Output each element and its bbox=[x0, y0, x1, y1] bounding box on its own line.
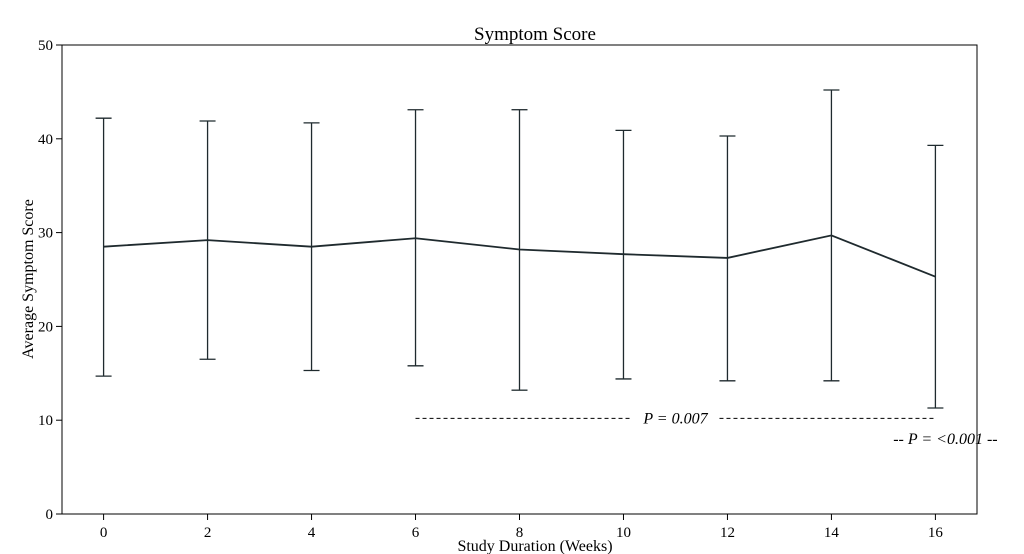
p-value-annotation: P = 0.007 bbox=[642, 410, 708, 427]
y-axis-label: Average Symptom Score bbox=[20, 199, 37, 359]
y-tick-label: 10 bbox=[38, 413, 53, 429]
chart-title: Symptom Score bbox=[474, 24, 596, 45]
annotations: P = 0.007 -- P = <0.001 -- bbox=[415, 410, 998, 448]
x-axis: 0 2 4 6 8 10 12 14 16 bbox=[100, 514, 944, 541]
x-tick-label: 16 bbox=[928, 525, 944, 541]
x-axis-label: Study Duration (Weeks) bbox=[457, 538, 612, 554]
y-tick-label: 30 bbox=[38, 226, 53, 242]
x-tick-label: 12 bbox=[720, 525, 735, 541]
x-tick-label: 14 bbox=[824, 525, 840, 541]
x-tick-label: 4 bbox=[308, 525, 316, 541]
y-tick-label: 40 bbox=[38, 132, 53, 148]
series-lines bbox=[103, 234, 936, 278]
y-tick-label: 20 bbox=[38, 319, 53, 335]
x-tick-label: 2 bbox=[204, 525, 212, 541]
y-tick-label: 50 bbox=[38, 38, 53, 54]
p-value-annotation-2: -- P = <0.001 -- bbox=[893, 431, 997, 448]
series-line bbox=[103, 234, 936, 278]
x-tick-label: 6 bbox=[412, 525, 420, 541]
y-tick-label: 0 bbox=[46, 507, 54, 523]
x-tick-label: 8 bbox=[516, 525, 524, 541]
x-tick-label: 10 bbox=[616, 525, 631, 541]
x-tick-label: 0 bbox=[100, 525, 108, 541]
y-axis: 0 10 20 30 40 50 bbox=[38, 38, 62, 523]
